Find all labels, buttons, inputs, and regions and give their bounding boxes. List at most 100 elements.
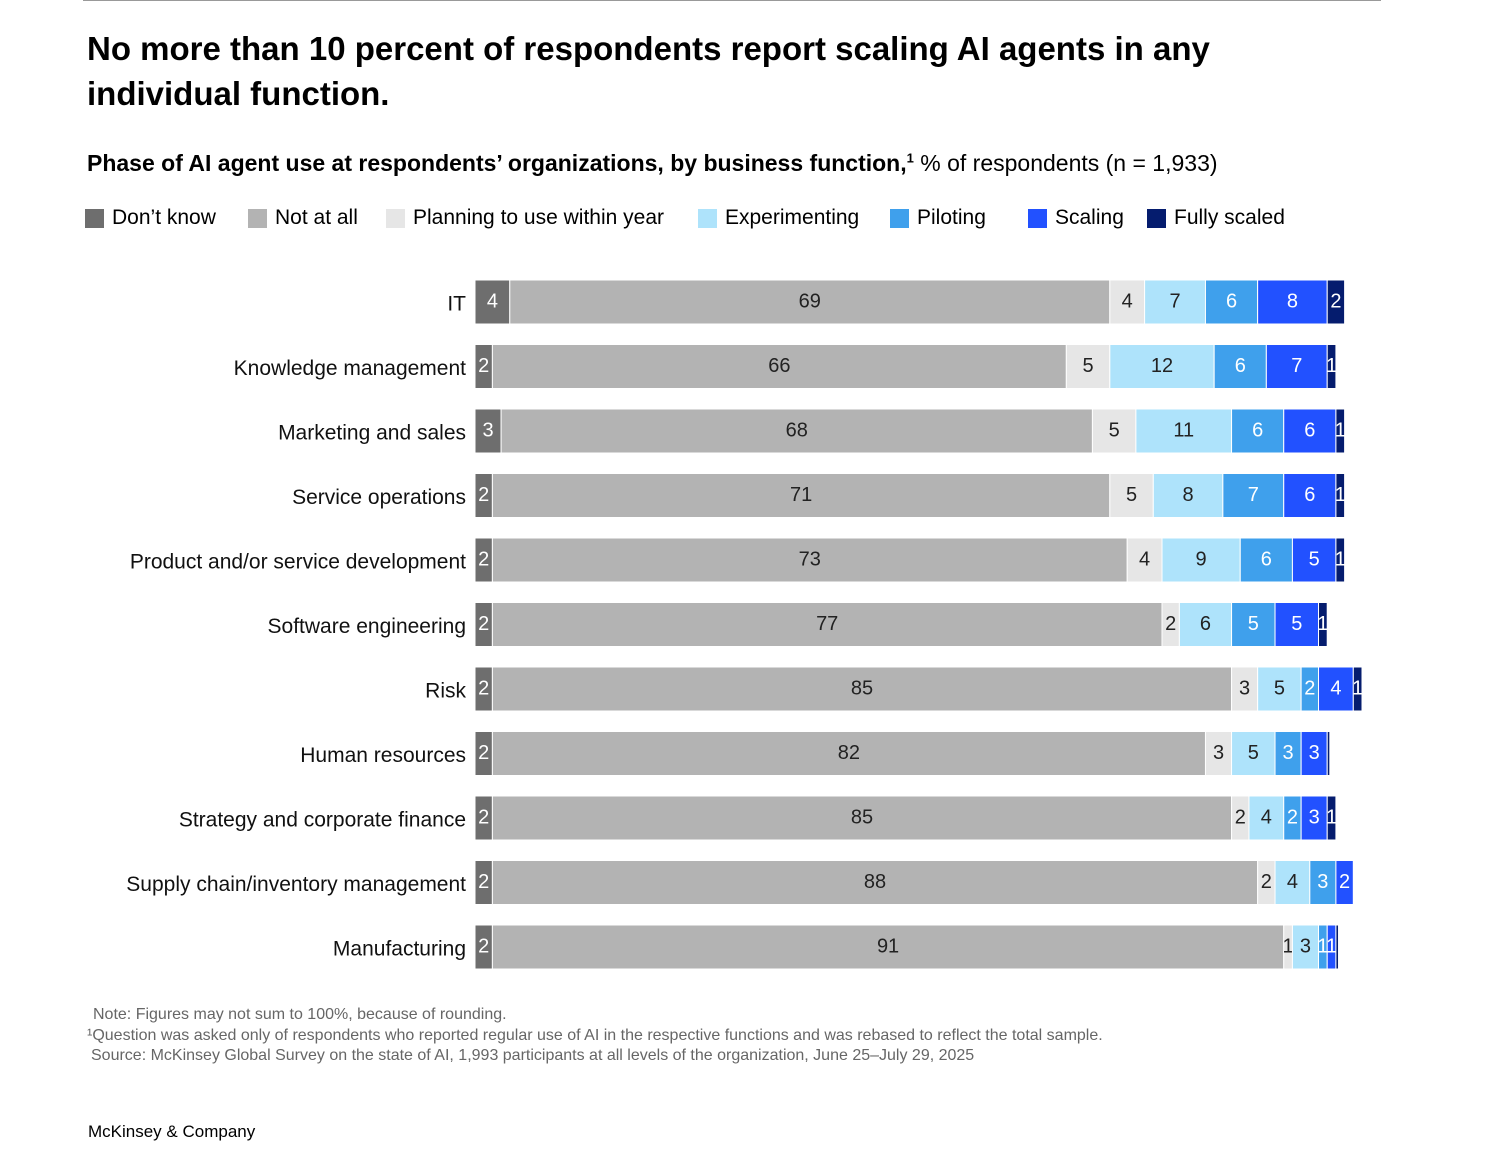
value-label: 1 [1335, 548, 1346, 570]
value-label: 4 [1261, 806, 1272, 828]
bar-segment [1309, 860, 1337, 905]
bar-segment [491, 795, 1233, 841]
value-label: 5 [1109, 419, 1120, 441]
bar-segment [1274, 602, 1320, 647]
legend-label: Don’t know [112, 206, 216, 229]
legend-swatch [1147, 208, 1166, 228]
bar-segment [1178, 602, 1233, 647]
subtitle-text: Phase of AI agent use at respondents’ or… [87, 150, 907, 176]
category-label: Human resources [300, 744, 466, 767]
value-label: 7 [1291, 355, 1302, 377]
legend-label: Planning to use within year [413, 206, 664, 229]
value-label: 6 [1235, 355, 1246, 377]
category-label: Product and/or service development [130, 551, 466, 574]
brand: McKinsey & Company [88, 1122, 256, 1141]
note: Source: McKinsey Global Survey on the st… [91, 1047, 975, 1064]
chart-title: No more than 10 percent of respondents r… [87, 30, 1210, 112]
bar-segment [1144, 279, 1206, 325]
bar-segment [1091, 408, 1137, 454]
value-label: 1 [1352, 677, 1363, 699]
category-label: Software engineering [268, 615, 466, 638]
bar-segment [1335, 860, 1354, 905]
value-label: 5 [1274, 677, 1285, 699]
legend-label: Scaling [1055, 206, 1124, 229]
value-label: 66 [768, 355, 790, 377]
legend-item: Piloting [890, 206, 986, 230]
bar-segment [1326, 344, 1337, 389]
bar-segment [1109, 344, 1215, 389]
bar-segment [1318, 666, 1354, 712]
bar-segment [1335, 537, 1346, 583]
value-label: 88 [864, 871, 886, 893]
value-label: 5 [1248, 742, 1259, 764]
value-label: 2 [1165, 613, 1176, 635]
value-label: 1 [1335, 419, 1346, 441]
value-label: 11 [1173, 419, 1194, 441]
bar-segment [1231, 666, 1259, 712]
value-label: 1 [1326, 935, 1337, 957]
bar-segment [1326, 731, 1331, 776]
value-label: 2 [1261, 871, 1272, 893]
category-label: Service operations [292, 486, 466, 509]
value-label: 2 [478, 484, 489, 506]
value-label: 4 [1122, 290, 1133, 312]
bar-segment [491, 602, 1163, 647]
bar-segment [1257, 279, 1328, 325]
bar-segment [491, 666, 1233, 712]
bar-segment [1274, 731, 1302, 776]
value-label: 1 [1283, 935, 1294, 957]
note: Note: Figures may not sum to 100%, becau… [93, 1006, 507, 1023]
bar-segment [1152, 473, 1224, 518]
value-label: 3 [1283, 742, 1294, 764]
legend-item: Scaling [1028, 206, 1124, 230]
value-label: 2 [478, 742, 489, 764]
value-label: 1 [1335, 484, 1346, 506]
value-label: 5 [1248, 613, 1259, 635]
bar-segment [1231, 731, 1276, 776]
value-label: 85 [851, 806, 873, 828]
value-label: 6 [1304, 419, 1315, 441]
bar-segment [1335, 924, 1340, 970]
bar-segment [1283, 473, 1337, 518]
bar-segment [1326, 279, 1346, 325]
value-label: 5 [1309, 548, 1320, 570]
bar-segment [1257, 666, 1302, 712]
value-label: 3 [1239, 677, 1250, 699]
value-label: 71 [790, 484, 812, 506]
value-label: 6 [1304, 484, 1315, 506]
subtitle-units: % of respondents (n = 1,933) [920, 150, 1218, 176]
value-label: 4 [1139, 548, 1150, 570]
value-label: 2 [478, 871, 489, 893]
value-label: 1 [1317, 613, 1328, 635]
value-label: 77 [816, 613, 838, 635]
value-label: 4 [1330, 677, 1341, 699]
bar-segment [509, 279, 1111, 325]
bar-segment [491, 731, 1206, 776]
bar-segment [1126, 537, 1163, 583]
legend-swatch [698, 208, 717, 228]
value-label: 1 [1326, 806, 1337, 828]
bar-segment [491, 924, 1285, 970]
bar-segment [1109, 473, 1154, 518]
value-label: 1 [1317, 935, 1328, 957]
legend-swatch [386, 208, 405, 228]
value-label: 2 [1339, 871, 1350, 893]
note: ¹Question was asked only of respondents … [87, 1027, 1103, 1044]
value-label: 85 [851, 677, 873, 699]
legend-swatch [85, 208, 104, 228]
value-label: 3 [1300, 935, 1311, 957]
bar-segment [1248, 795, 1285, 841]
value-label: 4 [487, 290, 498, 312]
legend-swatch [1028, 208, 1047, 228]
legend-item: Experimenting [698, 206, 859, 230]
bar-segment [1109, 279, 1146, 325]
value-label: 2 [1330, 290, 1341, 312]
value-label: 2 [1287, 806, 1298, 828]
value-label: 2 [478, 935, 489, 957]
value-label: 9 [1196, 548, 1207, 570]
value-label: 3 [482, 419, 493, 441]
value-label: 6 [1200, 613, 1211, 635]
bar-segment [1326, 795, 1337, 841]
value-label: 2 [478, 355, 489, 377]
